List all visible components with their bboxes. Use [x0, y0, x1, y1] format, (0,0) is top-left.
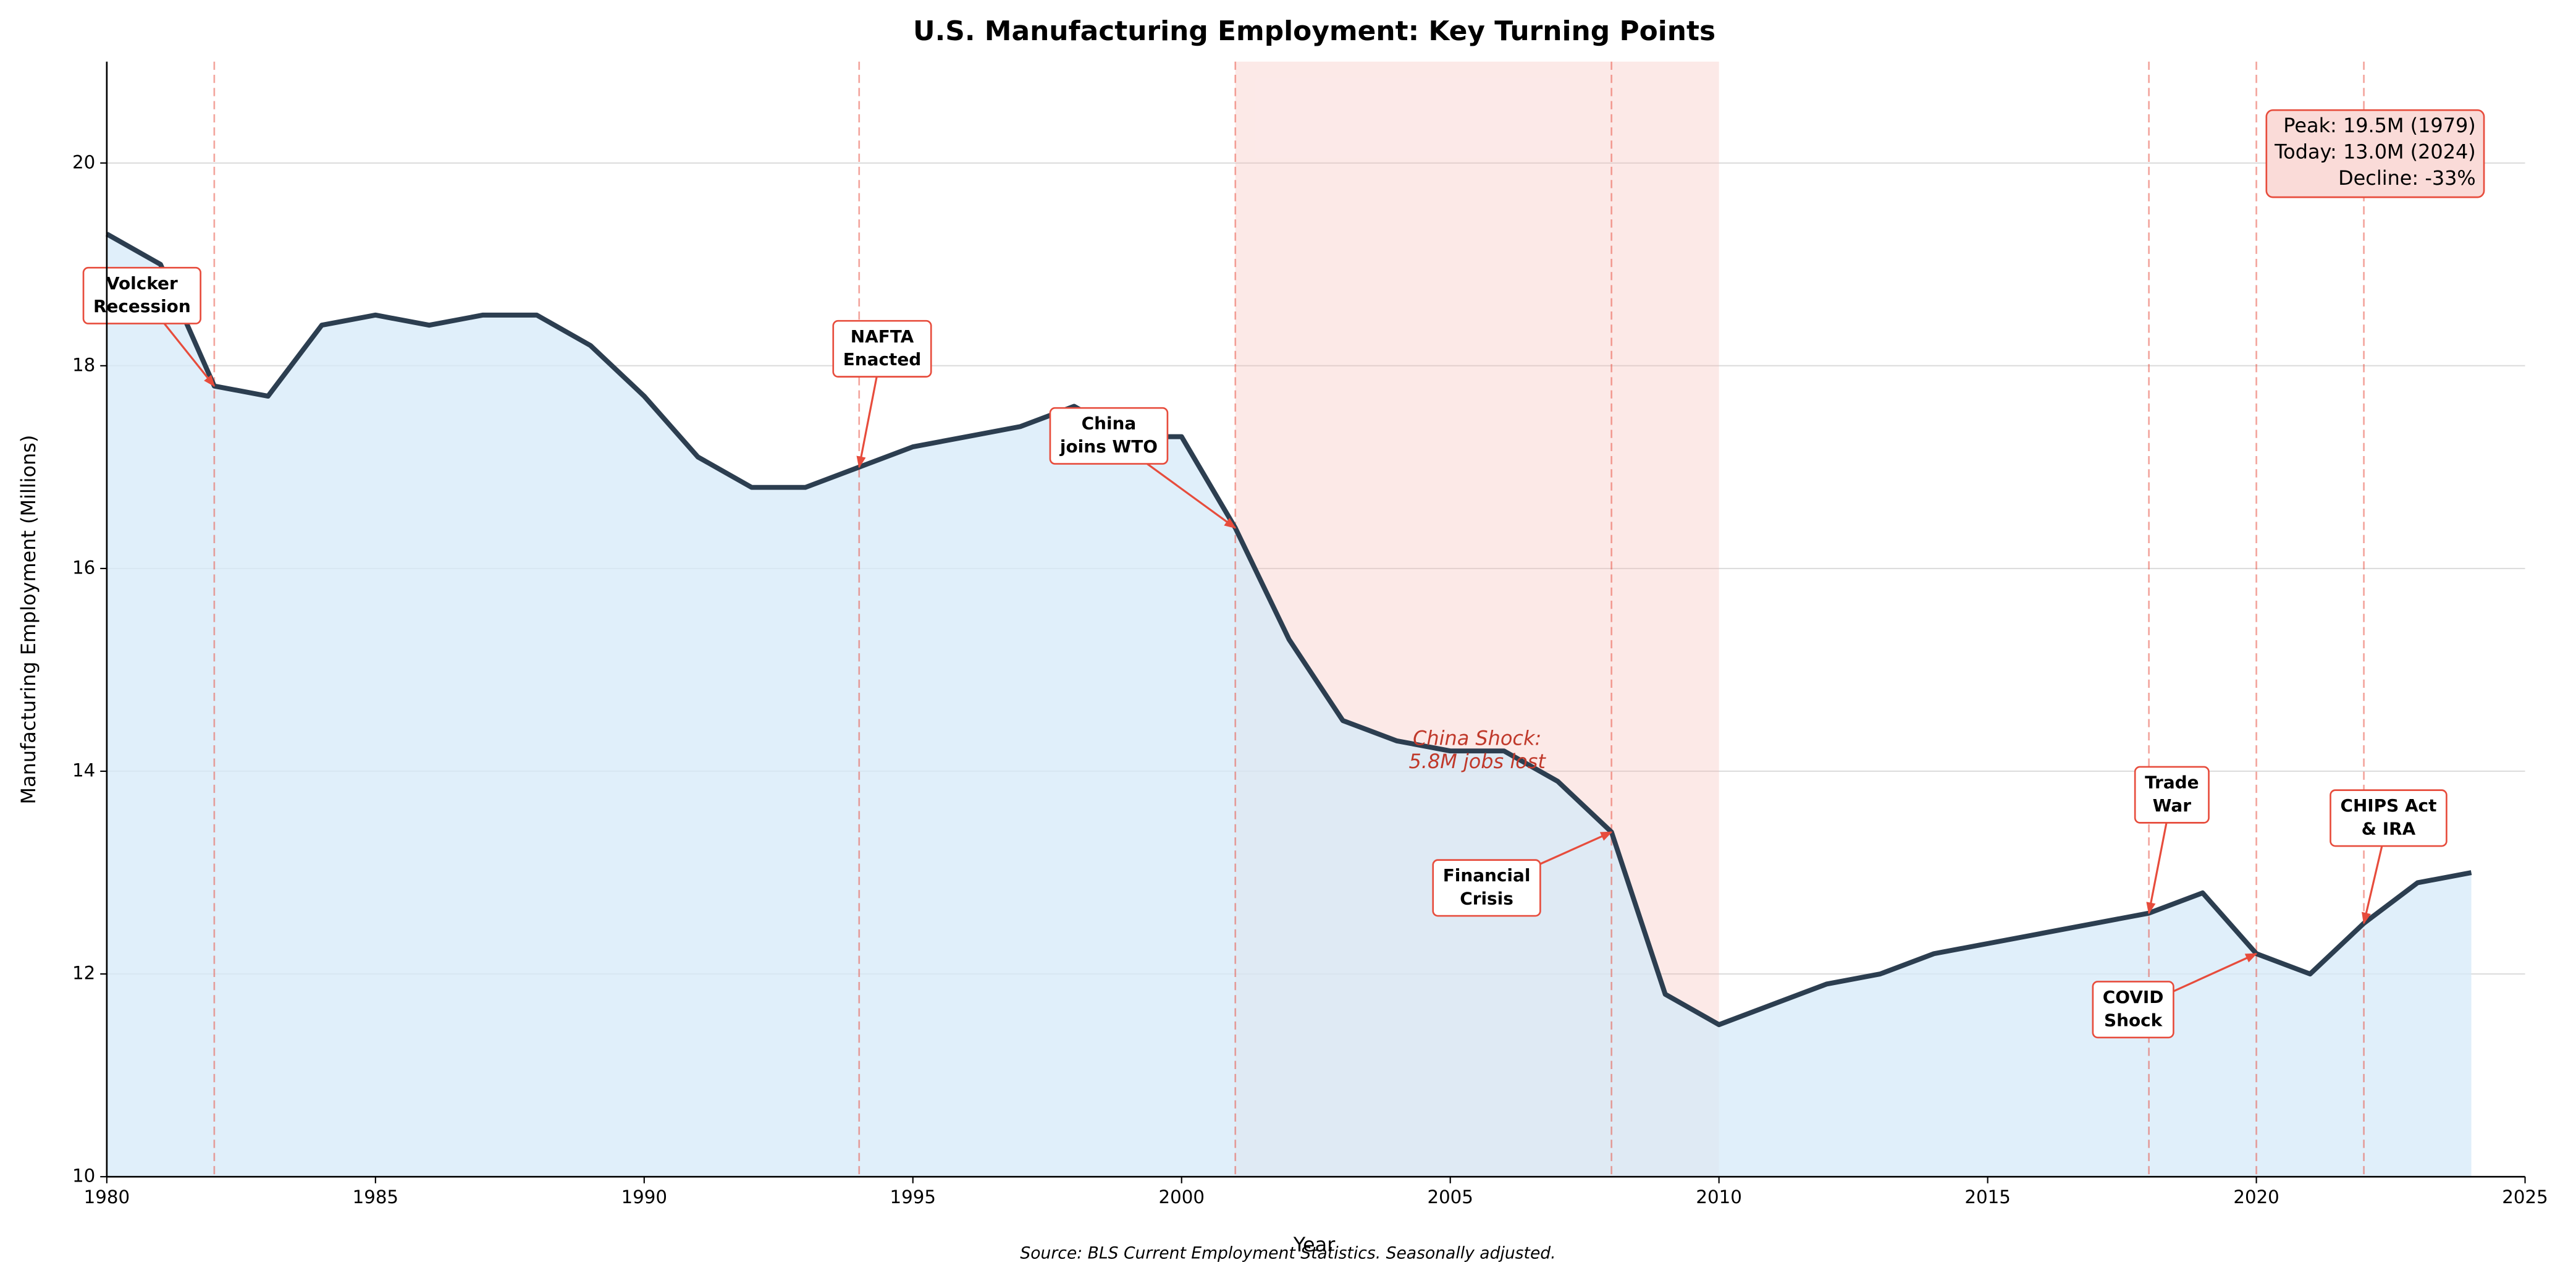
y-tick-label: 16 — [72, 557, 95, 578]
event-box — [1432, 859, 1541, 917]
event-label: & IRA — [2362, 818, 2416, 839]
event-box — [1049, 407, 1169, 465]
x-tick-label: 2005 — [1427, 1187, 1473, 1208]
x-tick-label: 1980 — [84, 1187, 130, 1208]
x-tick-label: 1995 — [890, 1187, 936, 1208]
stats-line: Decline: -33% — [2338, 166, 2476, 190]
event-label: Financial — [1443, 865, 1531, 886]
event-box — [2330, 789, 2448, 847]
y-axis-label: Manufacturing Employment (Millions) — [17, 435, 40, 805]
event-arrow — [1147, 463, 1237, 529]
x-tick-label: 2025 — [2502, 1187, 2548, 1208]
y-tick-label: 18 — [72, 354, 95, 375]
y-tick-label: 12 — [72, 963, 95, 984]
x-tick-label: 1985 — [353, 1187, 398, 1208]
x-tick-label: 2020 — [2233, 1187, 2279, 1208]
x-tick-label: 1990 — [621, 1187, 667, 1208]
stats-box: Peak: 19.5M (1979) Today: 13.0M (2024) Dec… — [2265, 109, 2485, 198]
y-tick-label: 20 — [72, 151, 95, 172]
event-annotation: COVID Shock — [2092, 981, 2174, 1039]
event-label: Volcker — [106, 273, 178, 294]
event-label: COVID — [2103, 987, 2164, 1007]
event-label: China — [1082, 413, 1137, 434]
event-label: Recession — [93, 296, 191, 316]
event-box — [832, 319, 932, 378]
chart-title: U.S. Manufacturing Employment: Key Turni… — [913, 15, 1715, 47]
event-box — [2092, 981, 2174, 1039]
stats-line: Peak: 19.5M (1979) — [2283, 114, 2475, 137]
stats-frame — [2265, 109, 2485, 198]
event-label: War — [2153, 795, 2192, 816]
x-tick-label: 2010 — [1696, 1187, 1741, 1208]
event-label: CHIPS Act — [2340, 795, 2436, 816]
event-arrow — [1539, 831, 1613, 865]
event-label: joins WTO — [1059, 436, 1158, 457]
source-note: Source: BLS Current Employment Statistic… — [1020, 1244, 1555, 1263]
x-axis-label: Year — [1293, 1233, 1336, 1256]
line — [105, 232, 2472, 1028]
event-box — [2134, 766, 2210, 824]
event-arrow — [856, 376, 878, 468]
x-tick-label: 2000 — [1159, 1187, 1205, 1208]
y-tick-label: 14 — [72, 759, 95, 780]
y-tick-label: 10 — [72, 1165, 95, 1187]
event-arrow — [2146, 823, 2168, 915]
event-arrow — [163, 323, 216, 387]
area — [106, 234, 2472, 1177]
event-label: Shock — [2104, 1010, 2163, 1030]
event-annotation: CHIPS Act& IRA — [2330, 789, 2448, 847]
stats-line: Today: 13.0M (2024) — [2274, 140, 2476, 163]
event-box — [82, 266, 201, 324]
span-label: 5.8M jobs lost — [1409, 750, 1547, 773]
event-label: NAFTA — [851, 326, 914, 347]
x-tick-label: 2015 — [1964, 1187, 2010, 1208]
event-label: Trade — [2145, 772, 2199, 793]
event-label: Crisis — [1460, 888, 1513, 908]
span-label: China Shock: — [1413, 727, 1541, 750]
event-arrow — [2173, 952, 2258, 992]
event-arrow — [2362, 845, 2383, 924]
event-label: Enacted — [843, 349, 922, 370]
